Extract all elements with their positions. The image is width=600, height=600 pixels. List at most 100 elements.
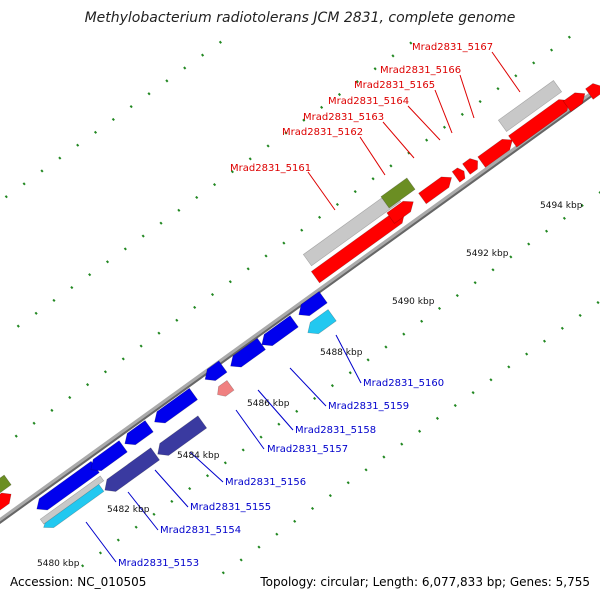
gene-mrad2831-5157[interactable] <box>153 415 208 460</box>
gene-mrad2831-5164[interactable] <box>451 166 468 183</box>
tick-mark <box>147 92 151 96</box>
gene-left-edge-olive[interactable] <box>0 474 12 494</box>
gene-mrad2831-5161[interactable] <box>310 207 408 284</box>
gene-mrad2831-5155[interactable] <box>100 447 160 496</box>
gene-mrad2831-5160[interactable] <box>304 309 337 339</box>
leader-line <box>434 89 453 134</box>
tick-mark <box>218 40 222 44</box>
tick-mark <box>596 300 600 305</box>
gene-right-edge-a[interactable] <box>562 88 588 113</box>
accession-text: Accession: NC_010505 <box>10 575 146 589</box>
gene-mrad2831-5162-olive[interactable] <box>380 177 416 209</box>
tick-mark <box>335 202 339 207</box>
leader-line <box>154 469 189 508</box>
gene-label-mrad2831-5153[interactable]: Mrad2831_5153 <box>118 558 199 569</box>
topology-text: Topology: circular; Length: 6,077,833 bp… <box>259 575 590 589</box>
tick-mark <box>313 396 317 401</box>
tick-mark <box>98 551 103 555</box>
gene-mrad2831-5161-gray[interactable] <box>302 189 402 267</box>
gene-label-mrad2831-5166[interactable]: Mrad2831_5166 <box>380 65 461 76</box>
gene-mrad2831-5154[interactable] <box>87 440 128 476</box>
tick-mark <box>527 242 531 246</box>
tick-mark <box>542 339 547 343</box>
tick-mark <box>212 182 217 187</box>
gene-mrad2831-5153[interactable] <box>33 460 100 514</box>
tick-mark <box>460 112 464 116</box>
tick-mark <box>407 151 411 155</box>
gene-label-mrad2831-5160[interactable]: Mrad2831_5160 <box>363 378 444 389</box>
tick-mark <box>471 391 475 395</box>
gene-mrad2831-5156[interactable] <box>121 420 154 450</box>
tick-mark <box>310 506 315 511</box>
tick-mark <box>366 358 370 362</box>
gene-mrad2831-5160a[interactable] <box>295 291 328 321</box>
gene-right-edge-b[interactable] <box>585 81 600 100</box>
kbp-label: 5492 kbp <box>466 249 509 259</box>
gene-mrad2831-5158[interactable] <box>214 380 235 399</box>
tick-mark <box>282 241 286 245</box>
reverse-gene-labels: Mrad2831_5153 Mrad2831_5154 Mrad2831_515… <box>118 378 444 569</box>
tick-mark <box>246 267 250 271</box>
tick-mark <box>50 408 54 412</box>
tick-mark <box>68 395 72 400</box>
gene-label-mrad2831-5159[interactable]: Mrad2831_5159 <box>328 401 409 412</box>
tick-mark <box>175 318 179 322</box>
tick-mark <box>507 365 511 369</box>
gene-label-mrad2831-5163[interactable]: Mrad2831_5163 <box>303 112 384 123</box>
gene-label-mrad2831-5162[interactable]: Mrad2831_5162 <box>282 127 363 138</box>
tick-mark <box>509 255 513 259</box>
tick-mark <box>248 157 252 161</box>
gene-label-mrad2831-5155[interactable]: Mrad2831_5155 <box>190 502 271 513</box>
tick-mark <box>353 190 357 194</box>
gene-mrad2831-5163[interactable] <box>418 172 456 205</box>
tick-mark <box>382 455 386 459</box>
tick-mark <box>81 564 85 568</box>
gene-label-mrad2831-5156[interactable]: Mrad2831_5156 <box>225 477 306 488</box>
tick-mark <box>193 305 197 310</box>
gene-tracks <box>0 80 600 528</box>
tick-mark <box>409 41 413 45</box>
tick-mark <box>418 429 422 433</box>
tick-mark <box>348 371 352 375</box>
tick-mark <box>223 461 227 465</box>
gene-mrad2831-5156b[interactable] <box>150 387 198 427</box>
gene-mrad2831-5166[interactable] <box>477 135 516 168</box>
gene-label-mrad2831-5157[interactable]: Mrad2831_5157 <box>267 444 348 455</box>
gene-mrad2831-5159a[interactable] <box>201 360 228 385</box>
tick-mark <box>453 403 457 408</box>
tick-mark <box>489 378 493 382</box>
tick-mark <box>195 195 199 200</box>
tick-mark <box>257 545 261 549</box>
leader-line <box>407 105 441 141</box>
tick-mark <box>318 215 322 219</box>
tick-mark <box>52 298 56 302</box>
gene-label-mrad2831-5158[interactable]: Mrad2831_5158 <box>295 425 376 436</box>
tick-mark <box>384 345 388 349</box>
gene-mrad2831-5159c[interactable] <box>258 315 299 351</box>
tick-mark <box>188 486 192 491</box>
tick-mark <box>300 228 304 232</box>
gene-label-mrad2831-5161[interactable]: Mrad2831_5161 <box>230 163 311 174</box>
gene-label-mrad2831-5154[interactable]: Mrad2831_5154 <box>160 525 241 536</box>
tick-mark <box>391 54 395 58</box>
tick-mark <box>544 229 549 233</box>
tick-mark <box>230 170 234 174</box>
gene-label-mrad2831-5164[interactable]: Mrad2831_5164 <box>328 96 409 107</box>
gene-mrad2831-5159b[interactable] <box>226 337 266 372</box>
gene-left-edge[interactable] <box>0 489 15 512</box>
tick-mark <box>139 344 143 348</box>
leader-line <box>189 451 224 483</box>
tick-mark <box>76 143 80 147</box>
gene-label-mrad2831-5165[interactable]: Mrad2831_5165 <box>354 80 435 91</box>
leader-line <box>127 491 159 531</box>
leader-line <box>235 409 265 450</box>
tick-mark <box>165 79 169 83</box>
tick-mark <box>105 260 110 264</box>
gene-mrad2831-5167-gray[interactable] <box>497 80 563 132</box>
gene-mrad2831-5162[interactable] <box>386 197 417 224</box>
gene-label-mrad2831-5167[interactable]: Mrad2831_5167 <box>412 42 493 53</box>
tick-mark <box>435 416 439 420</box>
gene-mrad2831-5154-gray[interactable] <box>39 475 105 525</box>
gene-mrad2831-5165[interactable] <box>462 156 482 175</box>
